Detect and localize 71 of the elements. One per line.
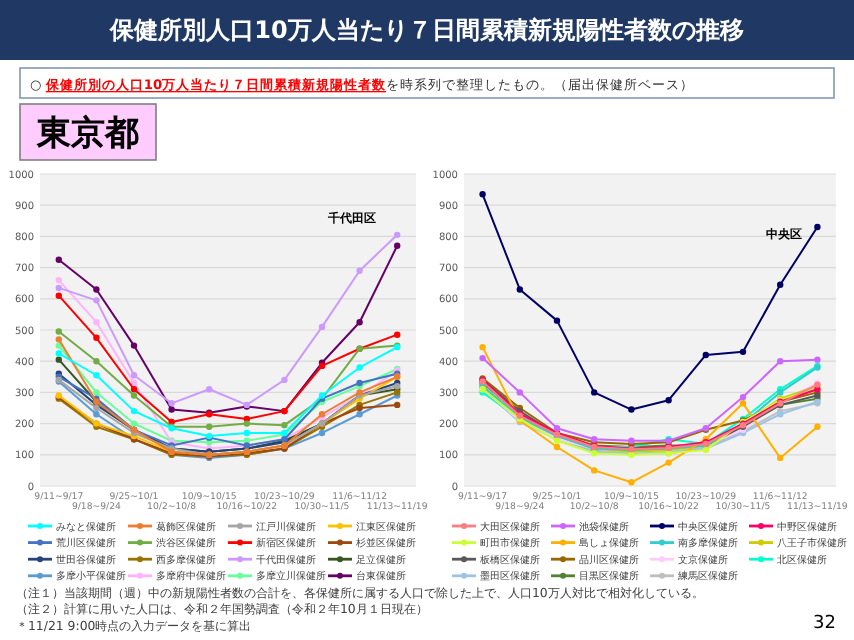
- point: [93, 372, 100, 379]
- point: [55, 276, 62, 284]
- point: [394, 242, 401, 249]
- point: [130, 407, 138, 415]
- point: [814, 423, 821, 430]
- point: [394, 231, 401, 239]
- line-series: [479, 191, 821, 413]
- point: [130, 342, 138, 349]
- point: [394, 331, 401, 338]
- point: [281, 421, 288, 429]
- point: [130, 379, 138, 387]
- point: [479, 343, 486, 351]
- point: [739, 348, 747, 356]
- point: [628, 406, 635, 413]
- point: [777, 281, 784, 288]
- point: [130, 420, 138, 427]
- point: [777, 454, 784, 462]
- point: [665, 397, 672, 404]
- point: [739, 393, 747, 401]
- point: [55, 256, 62, 263]
- point: [168, 418, 175, 426]
- point: [318, 429, 326, 437]
- point: [130, 372, 138, 379]
- point: [206, 423, 213, 430]
- point: [93, 286, 100, 293]
- point: [479, 354, 486, 362]
- text: 32: [813, 614, 836, 634]
- point: [318, 323, 326, 331]
- point: [93, 358, 100, 365]
- point: [55, 342, 62, 349]
- point: [55, 328, 62, 335]
- point: [553, 425, 561, 432]
- point: [281, 376, 288, 384]
- point: [55, 356, 62, 363]
- point: [516, 389, 523, 396]
- point: [553, 317, 561, 324]
- point: [243, 420, 250, 427]
- point: [93, 297, 100, 304]
- point: [130, 392, 138, 399]
- point: [55, 284, 62, 292]
- point: [93, 319, 100, 326]
- point: [356, 411, 363, 418]
- point: [814, 356, 821, 363]
- point: [702, 351, 709, 359]
- point: [206, 386, 213, 393]
- point: [55, 336, 62, 343]
- point: [814, 223, 821, 231]
- point: [394, 401, 401, 409]
- point: [777, 358, 784, 365]
- point: [591, 467, 598, 474]
- point: [516, 286, 523, 293]
- point: [168, 406, 175, 413]
- point: [93, 334, 100, 341]
- point: [93, 411, 100, 418]
- point: [591, 389, 598, 396]
- point: [665, 459, 672, 466]
- point: [356, 364, 363, 371]
- point: [243, 429, 250, 437]
- point: [356, 319, 363, 326]
- point: [55, 292, 62, 299]
- point: [130, 386, 138, 393]
- point: [168, 400, 175, 407]
- point: [93, 389, 100, 396]
- point: [628, 479, 635, 486]
- point: [55, 350, 62, 357]
- point: [479, 191, 486, 198]
- point: [739, 400, 747, 407]
- text: 東京都: [35, 114, 139, 154]
- point: [553, 443, 561, 451]
- chart-title: 保健所別人口10万人当たり７日間累積新規陽性者数の推移: [108, 16, 744, 44]
- point: [356, 267, 363, 274]
